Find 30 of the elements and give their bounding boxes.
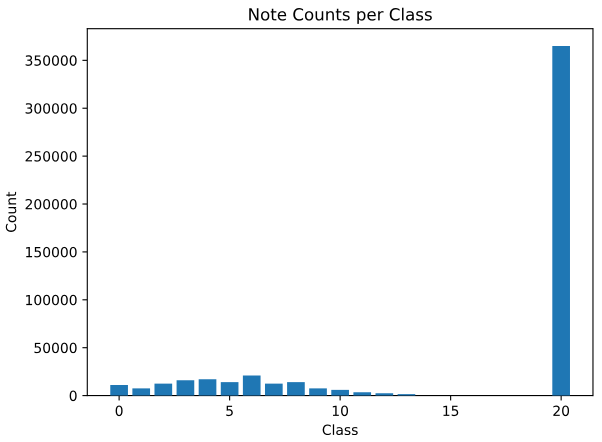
bar	[110, 385, 128, 396]
bar	[331, 390, 349, 396]
bar	[309, 388, 327, 396]
x-tick-label: 10	[332, 406, 348, 416]
y-tick-label: 200000	[26, 198, 77, 210]
y-tick-label: 0	[70, 390, 77, 402]
chart-title: Note Counts per Class	[249, 8, 432, 24]
y-axis-title: Count	[6, 192, 16, 232]
y-tick-label: 50000	[34, 342, 77, 354]
bar	[375, 393, 394, 396]
x-tick-label: 15	[443, 406, 458, 416]
bar	[242, 375, 261, 396]
y-tick-label: 150000	[26, 246, 77, 258]
y-tick-label: 100000	[26, 294, 77, 306]
x-tick-label: 5	[226, 406, 233, 416]
bar	[264, 384, 283, 396]
y-tick-label: 350000	[26, 55, 77, 66]
bar	[552, 46, 570, 396]
x-tick-label: 20	[553, 406, 570, 416]
bar	[198, 379, 216, 396]
bar	[132, 388, 150, 396]
bar	[154, 384, 172, 396]
bar	[287, 382, 305, 396]
bar	[220, 382, 238, 396]
bar	[353, 392, 372, 396]
y-tick-label: 300000	[26, 103, 77, 114]
x-tick-label: 0	[116, 406, 123, 416]
bar	[176, 380, 194, 396]
y-tick-label: 250000	[26, 151, 77, 162]
x-axis-title: Class	[322, 424, 358, 436]
